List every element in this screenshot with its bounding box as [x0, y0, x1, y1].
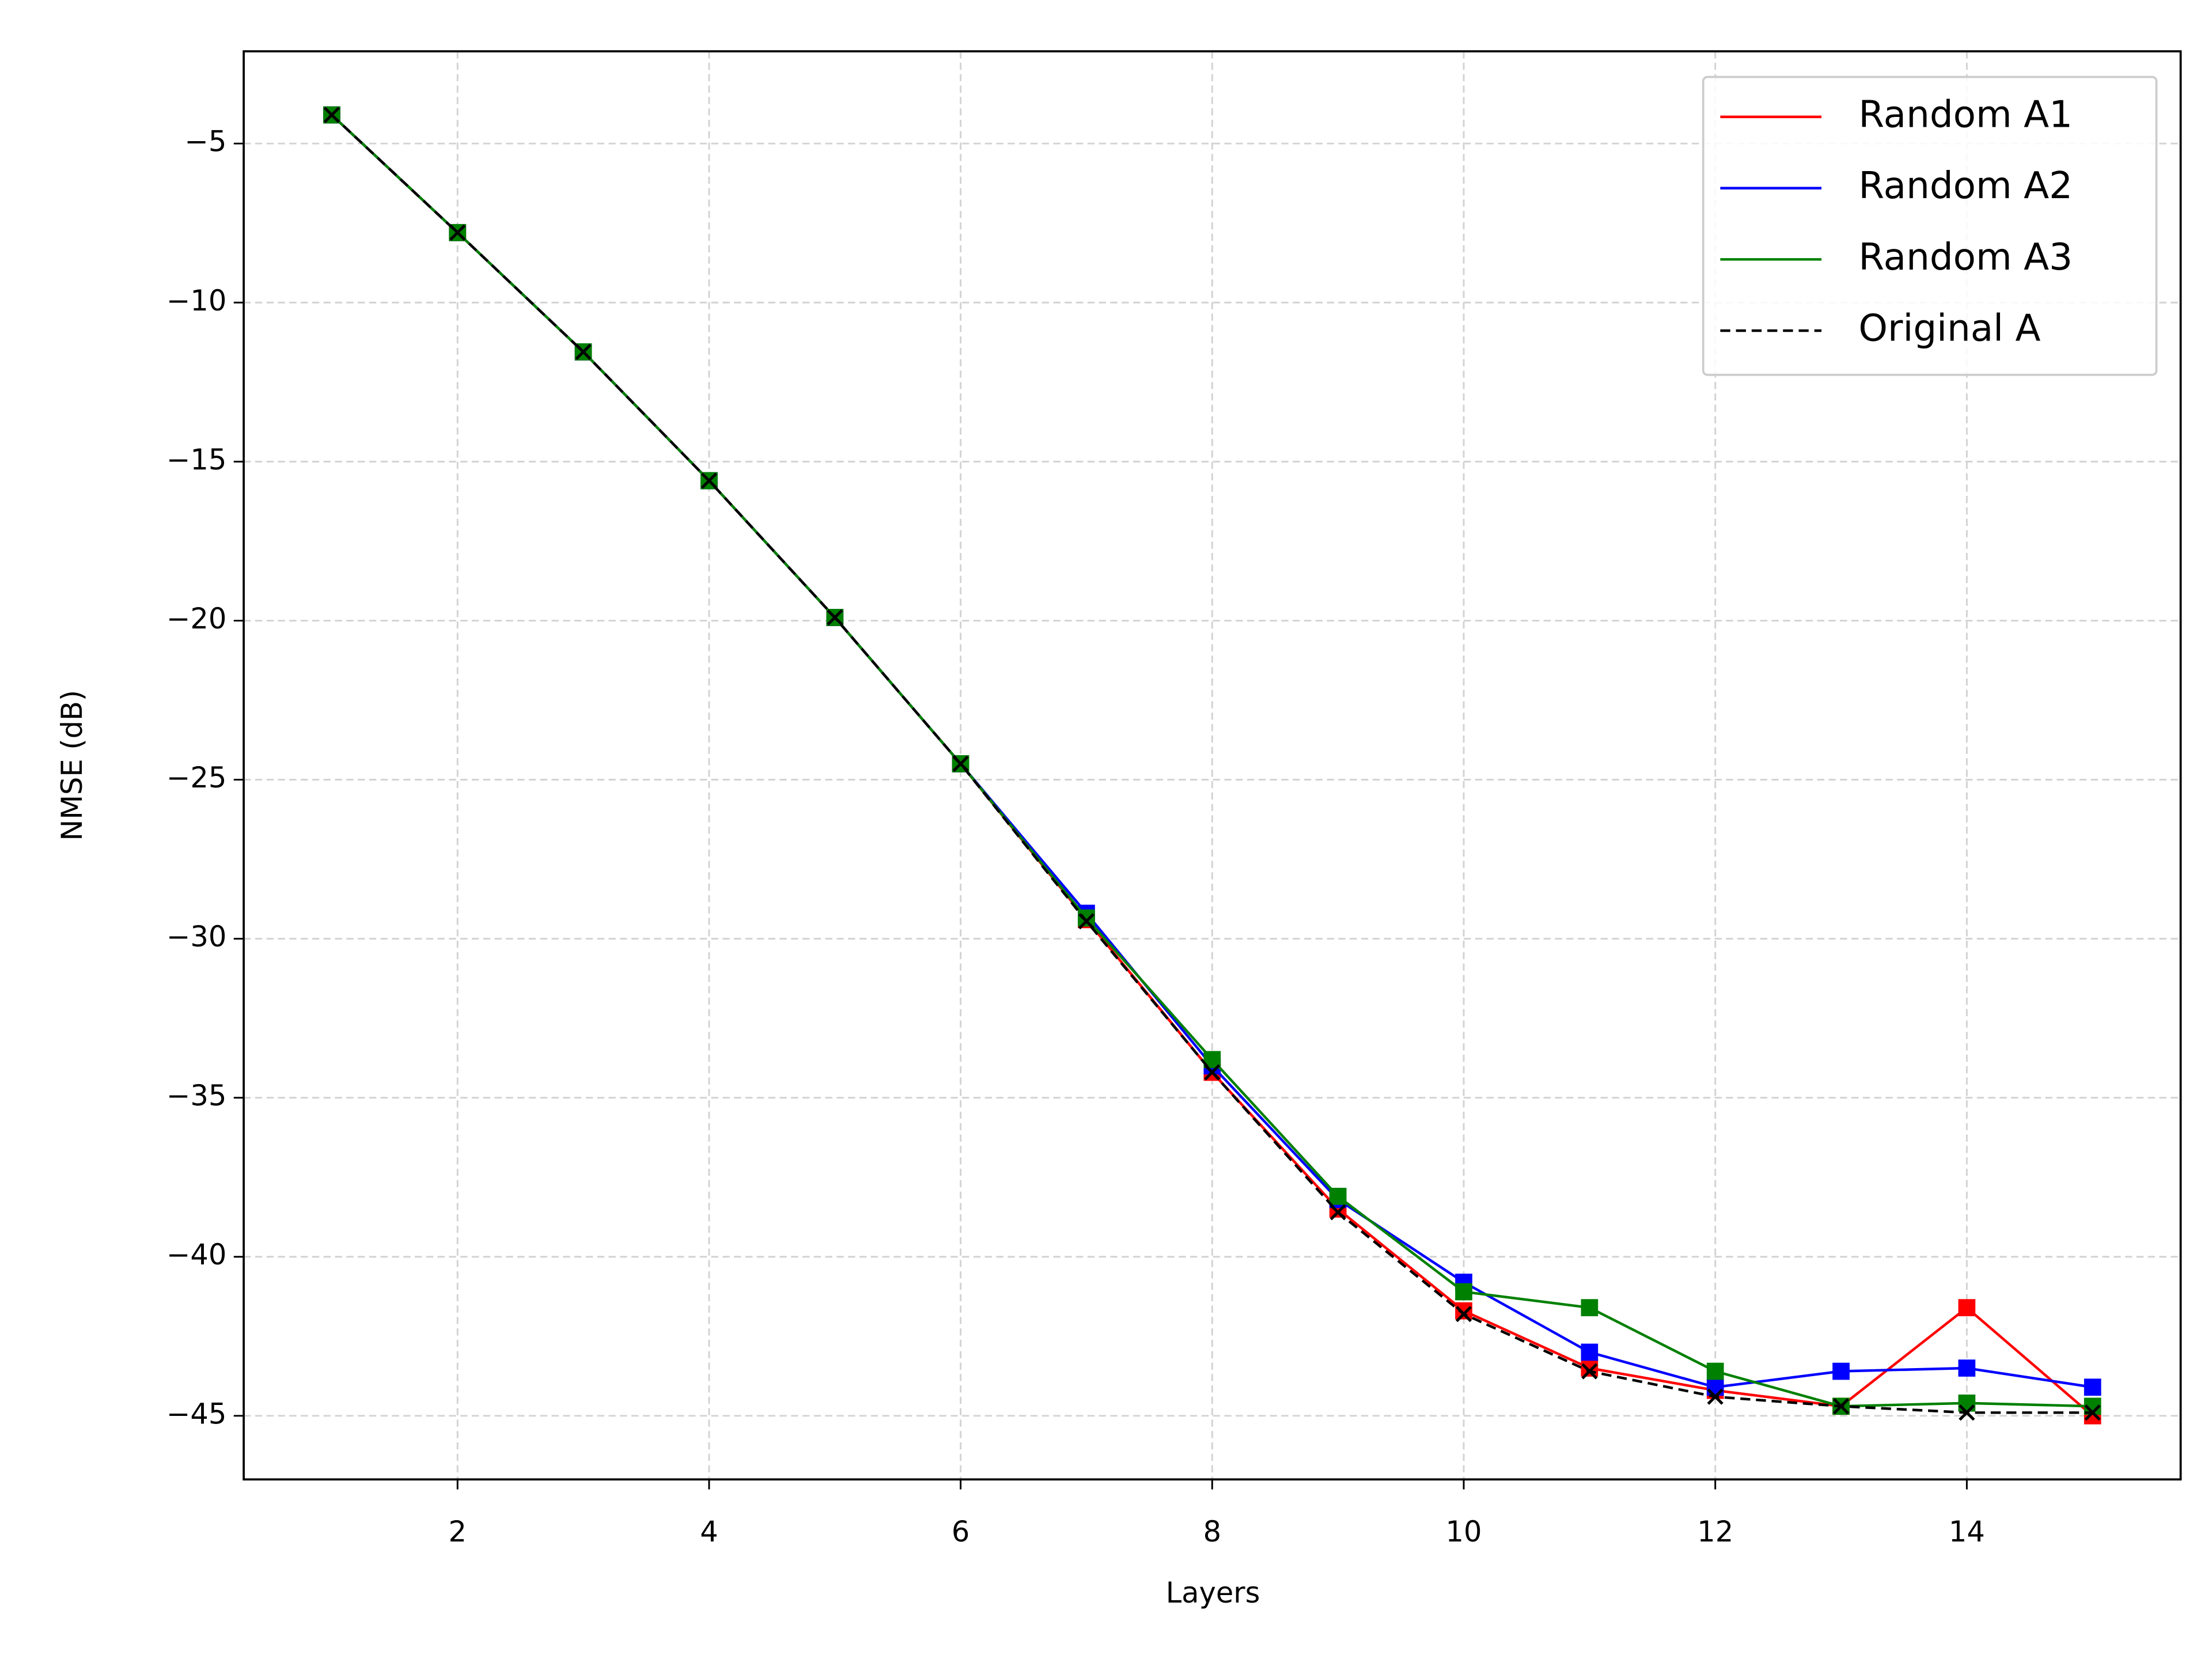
marker-stroke [1330, 1204, 1346, 1221]
data-point [2084, 1404, 2101, 1421]
data-point [1581, 1299, 1599, 1316]
marker-stroke [1959, 1404, 1975, 1421]
x-tick-label: 12 [1697, 1515, 1733, 1548]
x-tick-label: 6 [952, 1515, 969, 1548]
data-point [1455, 1306, 1472, 1323]
marker-stroke [1832, 1398, 1850, 1415]
plot-frame [243, 50, 2182, 1481]
marker-stroke [2084, 1404, 2101, 1421]
data-point [1455, 1302, 1472, 1320]
data-point [1958, 1299, 1976, 1316]
data-point [575, 343, 592, 360]
y-tick-label: −5 [184, 125, 226, 158]
x-tick-label: 14 [1949, 1515, 1985, 1548]
data-point [1581, 1363, 1598, 1380]
x-tick-label: 2 [449, 1515, 467, 1548]
legend-label: Random A1 [1858, 93, 2073, 136]
marker-stroke [700, 472, 718, 489]
data-point [1832, 1362, 1850, 1380]
data-point [449, 224, 466, 241]
marker-stroke [449, 224, 466, 241]
y-tick-label: −30 [166, 920, 226, 953]
data-point [1330, 1204, 1346, 1221]
legend-box [1702, 75, 2158, 376]
x-tick-label: 8 [1203, 1515, 1221, 1548]
y-tick-label: −45 [166, 1397, 226, 1430]
data-point [1581, 1359, 1599, 1377]
marker-stroke [575, 343, 592, 360]
data-point [1581, 1343, 1599, 1361]
data-point [1078, 913, 1095, 930]
y-tick-label: −40 [166, 1238, 226, 1271]
x-tick-label: 10 [1446, 1515, 1482, 1548]
marker-stroke [323, 107, 340, 123]
legend-label: Original A [1858, 307, 2040, 350]
marker-stroke [1581, 1363, 1598, 1380]
marker-stroke [1204, 1064, 1221, 1081]
data-point [1078, 909, 1095, 927]
x-axis-label: Layers [1166, 1576, 1260, 1609]
data-point [952, 755, 969, 772]
y-tick-label: −15 [166, 443, 226, 476]
y-tick-label: −10 [166, 284, 226, 317]
legend-label: Random A3 [1858, 236, 2073, 279]
x-tick-label: 4 [700, 1515, 718, 1548]
marker-stroke [1707, 1388, 1724, 1405]
data-point [1958, 1394, 1976, 1412]
data-point [1455, 1283, 1472, 1301]
marker-stroke [827, 609, 843, 626]
y-axis-label: NMSE (dB) [55, 690, 89, 841]
data-point [1832, 1398, 1850, 1415]
data-point [1958, 1359, 1976, 1377]
legend-label: Random A2 [1858, 164, 2073, 207]
data-point [1959, 1404, 1975, 1421]
data-point [700, 472, 718, 489]
data-point [323, 107, 340, 123]
marker-stroke [1078, 913, 1095, 930]
data-point [1329, 1187, 1347, 1205]
data-point [1706, 1362, 1724, 1380]
y-tick-label: −35 [166, 1079, 226, 1112]
marker-stroke [952, 755, 969, 772]
data-point [1707, 1388, 1724, 1405]
data-point [1706, 1378, 1724, 1396]
marker-stroke [1455, 1306, 1472, 1323]
data-point [1204, 1064, 1221, 1081]
data-point [827, 609, 843, 626]
y-tick-label: −20 [166, 602, 226, 635]
y-tick-label: −25 [166, 761, 226, 794]
data-point [2084, 1378, 2101, 1396]
